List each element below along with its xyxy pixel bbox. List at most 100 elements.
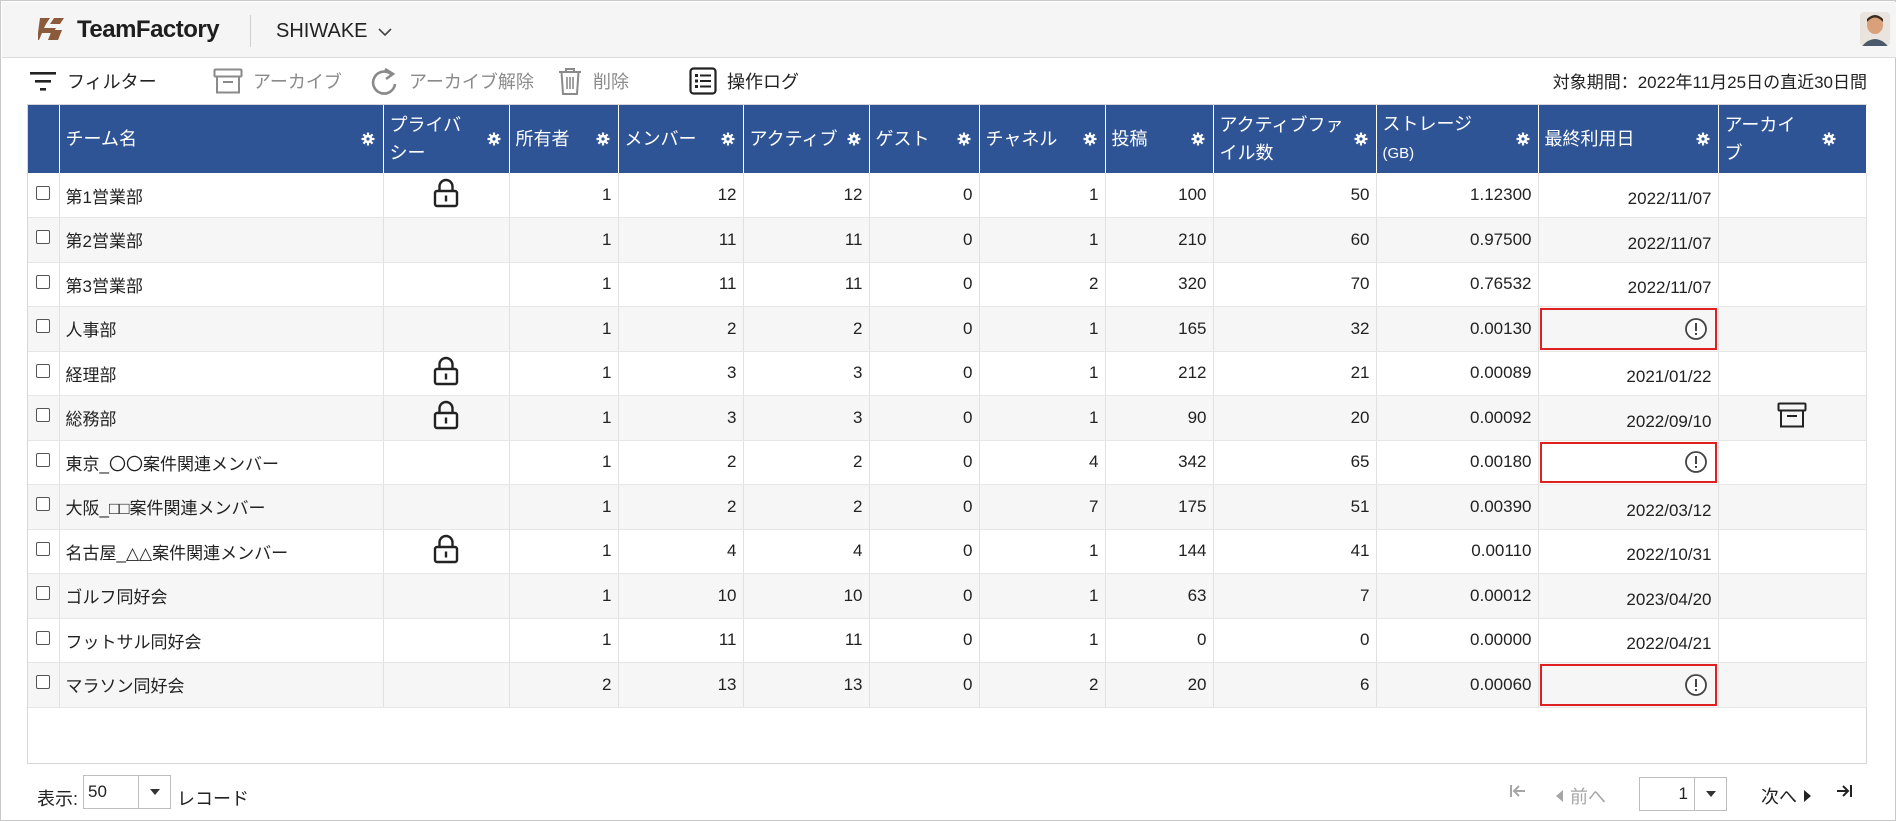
column-header-active[interactable]: アクティブ (743, 105, 870, 173)
prev-page-button[interactable]: 前へ (1554, 783, 1606, 809)
list-icon (689, 67, 717, 95)
page-size-select[interactable]: 50 (83, 775, 171, 809)
row-checkbox[interactable] (36, 319, 51, 334)
gear-icon[interactable] (1822, 132, 1836, 146)
table-row[interactable]: 大阪_□□案件関連メンバー 1 2 2 0 7 175 51 0.00390 2022/03/12 (28, 484, 1867, 530)
posts-cell: 342 (1105, 440, 1214, 485)
row-checkbox[interactable] (36, 230, 51, 245)
gear-icon[interactable] (957, 132, 971, 146)
page-size-value: 50 (88, 782, 107, 801)
team-name-cell[interactable]: 東京_〇〇案件関連メンバー (59, 440, 384, 485)
column-header-active-files[interactable]: アクティブファイル数 (1213, 105, 1377, 173)
last-page-button[interactable] (1835, 783, 1853, 799)
row-checkbox[interactable] (36, 630, 51, 645)
table-row[interactable]: 第1営業部 1 12 12 0 1 100 50 1.12300 2022/11/07 (28, 173, 1867, 218)
active-cell: 2 (743, 440, 870, 485)
team-name-cell[interactable]: フットサル同好会 (59, 618, 384, 663)
members-cell: 2 (618, 306, 744, 352)
channels-cell: 7 (979, 484, 1106, 530)
next-page-button[interactable]: 次へ (1761, 783, 1813, 809)
team-name-cell[interactable]: 第3営業部 (59, 262, 384, 307)
tenant-selector[interactable]: SHIWAKE (276, 20, 392, 43)
unarchive-button[interactable]: アーカイブ解除 (369, 64, 534, 98)
brand-name: TeamFactory (77, 16, 220, 43)
column-header-team[interactable]: チーム名 (59, 105, 384, 173)
column-header-storage[interactable]: ストレージ (GB) (1376, 105, 1539, 173)
archive-button[interactable]: アーカイブ (213, 64, 342, 98)
column-header-owners[interactable]: 所有者 (509, 105, 619, 173)
storage-cell: 0.00060 (1376, 662, 1539, 708)
team-name-cell[interactable]: 第2営業部 (59, 217, 384, 263)
table-row[interactable]: 名古屋_△△案件関連メンバー 1 4 4 0 1 144 41 0.00110 2022/10/3… (28, 529, 1867, 574)
archive-cell (1718, 484, 1867, 530)
row-select-cell (28, 662, 60, 708)
column-header-members[interactable]: メンバー (618, 105, 744, 173)
first-page-button[interactable] (1509, 783, 1527, 799)
team-name-cell[interactable]: 大阪_□□案件関連メンバー (59, 484, 384, 530)
row-checkbox[interactable] (36, 274, 51, 289)
delete-button[interactable]: 削除 (557, 64, 629, 98)
column-header-guests[interactable]: ゲスト (869, 105, 980, 173)
gear-icon[interactable] (847, 132, 861, 146)
row-checkbox[interactable] (36, 541, 51, 556)
table-row[interactable]: 総務部 1 3 3 0 1 90 20 0.00092 2022/09/10 (28, 395, 1867, 441)
row-checkbox[interactable] (36, 675, 51, 690)
active-files-cell: 65 (1213, 440, 1377, 485)
privacy-cell (383, 573, 510, 619)
column-header-last-used[interactable]: 最終利用日 (1538, 105, 1719, 173)
row-checkbox[interactable] (36, 497, 51, 512)
row-select-cell (28, 306, 60, 352)
column-header-archive[interactable]: アーカイブ (1718, 105, 1867, 173)
gear-icon[interactable] (487, 132, 501, 146)
posts-cell: 0 (1105, 618, 1214, 663)
last-page-icon (1837, 785, 1852, 797)
gear-icon[interactable] (1354, 132, 1368, 146)
guests-cell: 0 (869, 484, 980, 530)
gear-icon[interactable] (596, 132, 610, 146)
user-avatar[interactable] (1860, 12, 1890, 46)
members-cell: 10 (618, 573, 744, 619)
team-name-cell[interactable]: 経理部 (59, 351, 384, 396)
table-row[interactable]: 第3営業部 1 11 11 0 2 320 70 0.76532 2022/11/07 (28, 262, 1867, 307)
members-cell: 11 (618, 262, 744, 307)
row-checkbox[interactable] (36, 408, 51, 423)
row-checkbox[interactable] (36, 185, 51, 200)
gear-icon[interactable] (1083, 132, 1097, 146)
team-name-cell[interactable]: 名古屋_△△案件関連メンバー (59, 529, 384, 574)
guests-cell: 0 (869, 662, 980, 708)
team-name-cell[interactable]: ゴルフ同好会 (59, 573, 384, 619)
owners-cell: 1 (509, 173, 619, 218)
table-row[interactable]: 第2営業部 1 11 11 0 1 210 60 0.97500 2022/11/07 (28, 217, 1867, 263)
row-checkbox[interactable] (36, 452, 51, 467)
column-header-privacy[interactable]: プライバシー (383, 105, 510, 173)
row-checkbox[interactable] (36, 586, 51, 601)
team-name-cell[interactable]: 総務部 (59, 395, 384, 441)
team-name-cell[interactable]: 人事部 (59, 306, 384, 352)
channels-cell: 1 (979, 395, 1106, 441)
table-row[interactable]: 人事部 1 2 2 0 1 165 32 0.00130 (28, 306, 1867, 352)
page-number-select[interactable]: 1 (1639, 777, 1727, 811)
gear-icon[interactable] (1696, 132, 1710, 146)
active-cell: 12 (743, 173, 870, 218)
table-row[interactable]: ゴルフ同好会 1 10 10 0 1 63 7 0.00012 2023/04/20 (28, 573, 1867, 619)
team-name-cell[interactable]: マラソン同好会 (59, 662, 384, 708)
filter-button[interactable]: フィルター (29, 64, 157, 98)
table-body: 第1営業部 1 12 12 0 1 100 50 1.12300 2022/11/07 第2営業部 1… (28, 173, 1867, 708)
operation-log-button[interactable]: 操作ログ (689, 64, 799, 98)
column-header-posts[interactable]: 投稿 (1105, 105, 1214, 173)
gear-icon[interactable] (361, 132, 375, 146)
gear-icon[interactable] (1516, 132, 1530, 146)
storage-cell: 0.00130 (1376, 306, 1539, 352)
table-row[interactable]: マラソン同好会 2 13 13 0 2 20 6 0.00060 (28, 662, 1867, 708)
table-row[interactable]: フットサル同好会 1 11 11 0 1 0 0 0.00000 2022/04/21 (28, 618, 1867, 663)
team-name-cell[interactable]: 第1営業部 (59, 173, 384, 218)
gear-icon[interactable] (1191, 132, 1205, 146)
table-row[interactable]: 東京_〇〇案件関連メンバー 1 2 2 0 4 342 65 0.00180 (28, 440, 1867, 485)
column-header-channels[interactable]: チャネル (979, 105, 1106, 173)
archive-cell (1718, 662, 1867, 708)
last-used-cell: 2023/04/20 (1538, 573, 1719, 619)
archive-box-icon (1777, 402, 1807, 428)
gear-icon[interactable] (721, 132, 735, 146)
table-row[interactable]: 経理部 1 3 3 0 1 212 21 0.00089 2021/01/22 (28, 351, 1867, 396)
row-checkbox[interactable] (36, 363, 51, 378)
